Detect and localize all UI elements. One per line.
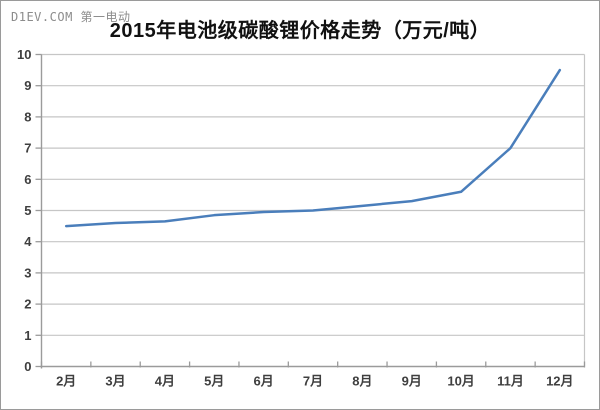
x-tick-label: 10月 xyxy=(447,374,474,389)
y-tick-label: 4 xyxy=(24,234,32,249)
x-tick-label: 12月 xyxy=(546,374,573,389)
y-tick-label: 9 xyxy=(24,78,31,93)
y-tick-label: 2 xyxy=(24,297,31,312)
price-series-line xyxy=(64,68,562,228)
y-tick-label: 5 xyxy=(24,203,31,218)
x-tick-label: 2月 xyxy=(56,374,76,389)
y-tick-label: 1 xyxy=(24,328,31,343)
x-tick-label: 11月 xyxy=(497,374,524,389)
x-tick-label: 3月 xyxy=(105,374,125,389)
y-tick-label: 3 xyxy=(24,265,31,280)
y-tick-label: 0 xyxy=(24,359,31,374)
x-tick-label: 7月 xyxy=(303,374,323,389)
x-tick-label: 6月 xyxy=(254,374,274,389)
x-tick-label: 8月 xyxy=(352,374,372,389)
y-tick-label: 8 xyxy=(24,109,31,124)
y-tick-label: 10 xyxy=(17,47,31,62)
y-tick-label: 7 xyxy=(24,141,31,156)
x-tick-label: 9月 xyxy=(402,374,422,389)
y-tick-label: 6 xyxy=(24,172,31,187)
x-tick-label: 5月 xyxy=(204,374,224,389)
watermark-text: D1EV.COM 第一电动 xyxy=(11,10,131,24)
chart-title: 2015年电池级碳酸锂价格走势（万元/吨） xyxy=(109,20,491,42)
x-tick-label: 4月 xyxy=(155,374,175,389)
